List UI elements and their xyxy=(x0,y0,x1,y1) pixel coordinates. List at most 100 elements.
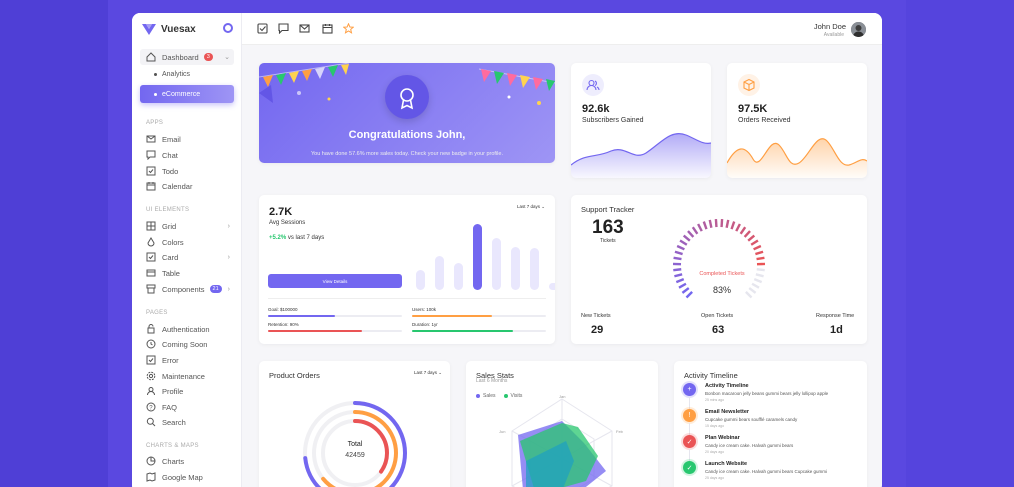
timeline-item-title: Activity Timeline xyxy=(705,383,749,389)
sidebar-item-label: Maintenance xyxy=(162,371,205,381)
sidebar-item-label: Coming Soon xyxy=(162,339,208,349)
sidebar-item-calendar[interactable]: Calendar xyxy=(140,178,234,194)
sidebar-item-search[interactable]: Search xyxy=(140,414,234,430)
sessions-value: 2.7K xyxy=(269,206,293,218)
sidebar-item-label: Authentication xyxy=(162,324,210,334)
section-label-pages: PAGES xyxy=(146,310,168,316)
page-backdrop-right xyxy=(906,0,1014,487)
avatar[interactable] xyxy=(851,22,866,37)
range-label: Last 7 days xyxy=(413,370,437,375)
sidebar-item-email[interactable]: Email xyxy=(140,131,234,147)
pie-chart-icon xyxy=(146,456,156,466)
sidebar-item-coming-soon[interactable]: Coming Soon xyxy=(140,336,234,352)
calendar-icon[interactable] xyxy=(322,23,333,34)
metric-label: Retention: 90% xyxy=(268,322,299,327)
timeline-connector xyxy=(689,423,690,435)
timeline-item: ✓ Launch Website Candy ice cream cake. H… xyxy=(683,461,863,485)
subscribers-sparkline xyxy=(571,133,711,178)
open-tickets-value: 63 xyxy=(712,324,725,336)
sidebar-item-todo[interactable]: Todo xyxy=(140,163,234,179)
subscribers-label: Subscribers Gained xyxy=(582,117,644,124)
bullet-icon xyxy=(154,73,157,76)
gauge-segment xyxy=(735,223,741,232)
gauge-value: 83% xyxy=(712,285,731,295)
gauge-segment xyxy=(743,230,751,238)
sidebar-item-label: eCommerce xyxy=(162,90,201,98)
gauge-segment xyxy=(739,226,747,235)
legend-label: Sales xyxy=(483,393,496,399)
star-icon[interactable] xyxy=(343,23,354,34)
subscribers-card: 92.6k Subscribers Gained xyxy=(571,63,711,178)
timeline-item-text: Cupcake gummi bears soufflé caramels can… xyxy=(705,417,798,422)
metric-label: Users: 100k xyxy=(412,307,437,312)
table-icon xyxy=(146,269,156,277)
sidebar-item-table[interactable]: Table xyxy=(140,265,234,281)
gauge-segment xyxy=(697,223,703,232)
settings-icon xyxy=(146,371,156,381)
chat-icon[interactable] xyxy=(278,23,289,34)
check-square-icon[interactable] xyxy=(257,23,268,34)
response-time-value: 1d xyxy=(830,324,843,336)
sidebar-toggle-icon[interactable] xyxy=(223,23,233,33)
timeline-item-time: 25 days ago xyxy=(705,476,725,480)
mail-icon[interactable] xyxy=(299,23,310,34)
sidebar-item-label: Card xyxy=(162,252,179,262)
sidebar-item-error[interactable]: Error xyxy=(140,352,234,368)
orders-value: 97.5K xyxy=(738,103,768,115)
sidebar-item-profile[interactable]: Profile xyxy=(140,383,234,399)
view-details-button[interactable]: View Details xyxy=(268,274,402,288)
sidebar-item-ecommerce[interactable]: eCommerce xyxy=(140,85,234,103)
product-orders-card: Product Orders Last 7 days ⌄ Total 42459 xyxy=(259,361,450,487)
clock-icon xyxy=(146,339,156,349)
brand[interactable]: Vuesax xyxy=(142,22,196,36)
legend-visits: Visits xyxy=(503,393,522,399)
svg-text:?: ? xyxy=(149,405,153,411)
sidebar-item-faq[interactable]: ? FAQ xyxy=(140,399,234,415)
sidebar: Vuesax Dashboard 3 ⌄ Analytics eCommerce… xyxy=(132,13,242,487)
sidebar-item-analytics[interactable]: Analytics xyxy=(154,71,190,78)
timeline-item: ✓ Plan Webinar Candy ice cream cake. Hal… xyxy=(683,435,863,459)
timeline-item-title: Plan Webinar xyxy=(705,435,740,441)
gauge-segment xyxy=(714,219,718,228)
sidebar-item-components[interactable]: Components 21 › xyxy=(140,281,234,297)
orders-label: Orders Received xyxy=(738,117,791,124)
gauge-segment xyxy=(720,219,724,228)
alert-circle-icon: ! xyxy=(683,409,696,422)
components-badge: 21 xyxy=(209,285,222,293)
sidebar-item-dashboard[interactable]: Dashboard 3 ⌄ xyxy=(140,49,234,65)
mail-icon xyxy=(146,135,156,143)
sidebar-item-card[interactable]: Card › xyxy=(140,249,234,265)
sidebar-item-maintenance[interactable]: Maintenance xyxy=(140,368,234,384)
timeline-item: + Activity Timeline Bonbon macaroon jell… xyxy=(683,383,863,407)
orders-received-card: 97.5K Orders Received xyxy=(727,63,867,178)
radial-ring-rejected xyxy=(321,419,389,487)
user-name[interactable]: John Doe xyxy=(813,22,846,31)
congrats-title: Congratulations John, xyxy=(348,129,466,141)
product-orders-radial-chart xyxy=(303,401,407,487)
gauge-segment xyxy=(708,219,713,229)
radial-ring-pending xyxy=(312,410,398,487)
metric-progress-fill xyxy=(268,315,335,317)
gauge-segment xyxy=(676,244,685,251)
sidebar-item-grid[interactable]: Grid › xyxy=(140,218,234,234)
sidebar-item-label: Profile xyxy=(162,386,184,396)
sessions-range-dropdown[interactable]: Last 7 days ⌄ xyxy=(517,204,545,210)
sidebar-item-google-map[interactable]: Google Map xyxy=(140,469,234,485)
orders-range-dropdown[interactable]: Last 7 days ⌄ xyxy=(414,370,442,376)
sidebar-item-label: Table xyxy=(162,268,180,278)
session-bar xyxy=(492,237,501,290)
sessions-delta: +5.2% vs last 7 days xyxy=(269,235,324,241)
session-bar xyxy=(511,246,520,290)
vuesax-logo-icon xyxy=(142,23,156,35)
sidebar-item-charts[interactable]: Charts xyxy=(140,453,234,469)
gauge-segment xyxy=(678,282,687,289)
gauge-segment xyxy=(685,291,693,299)
gauge-segment xyxy=(682,234,691,242)
timeline-connector xyxy=(689,397,690,409)
chevron-right-icon: › xyxy=(227,285,230,293)
sidebar-item-chat[interactable]: Chat xyxy=(140,147,234,163)
legend-sales: Sales xyxy=(476,393,496,399)
sidebar-item-colors[interactable]: Colors xyxy=(140,234,234,250)
gauge-segment xyxy=(753,244,762,251)
sidebar-item-authentication[interactable]: Authentication xyxy=(140,321,234,337)
